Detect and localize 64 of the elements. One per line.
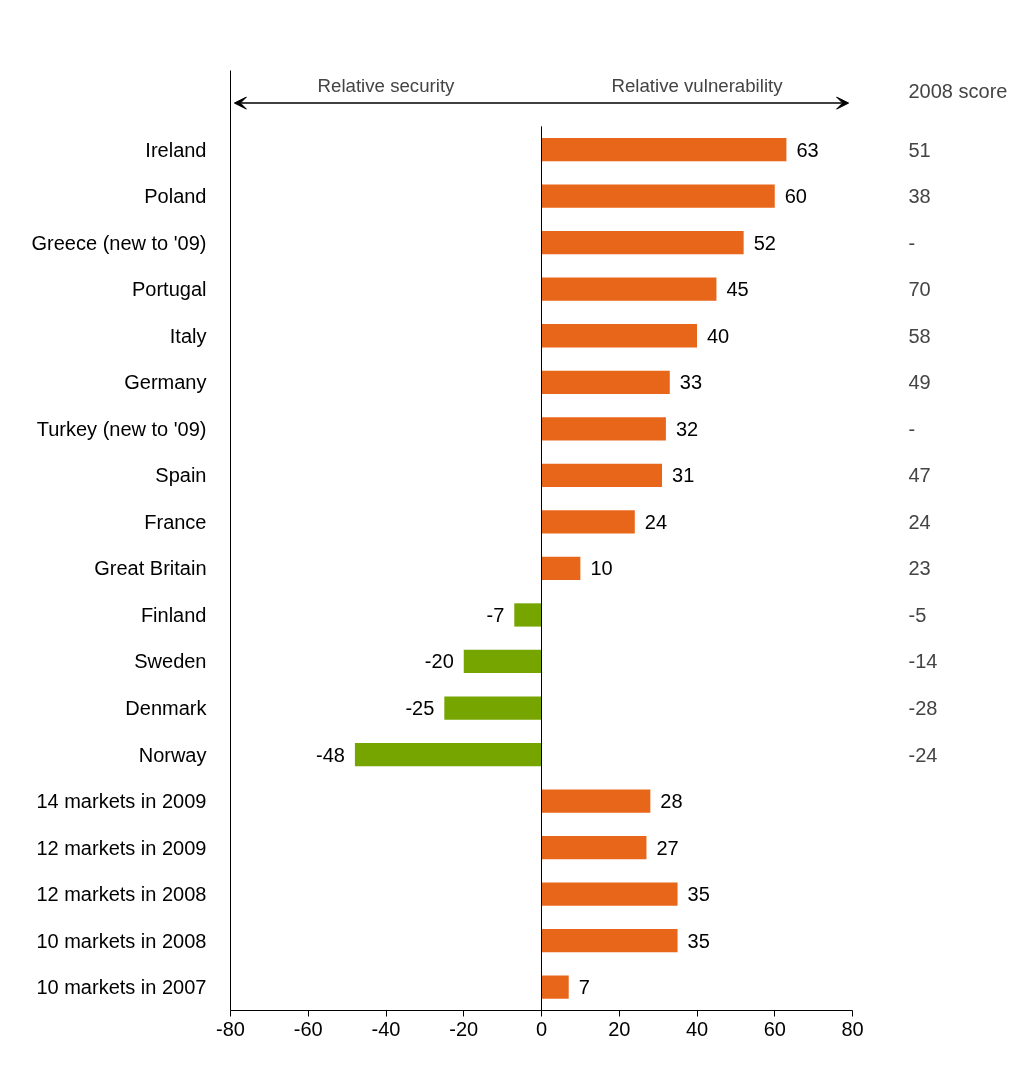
y-tick-label: Ireland	[145, 138, 207, 161]
y-tick-label: Turkey (new to '09)	[36, 417, 207, 440]
text: -28	[908, 697, 938, 720]
data-label: -20	[424, 650, 454, 673]
y-tick-label: Sweden	[134, 650, 207, 673]
x-tick-label: 40	[685, 1017, 709, 1040]
text: 51	[908, 138, 931, 161]
data-label: 10	[590, 557, 613, 580]
text: 23	[908, 557, 931, 580]
y-tick-label: 12 markets in 2009	[36, 836, 207, 859]
y-tick-label: Norway	[138, 743, 207, 766]
data-label: 7	[578, 976, 590, 999]
x-tick-label: -20	[449, 1017, 479, 1040]
data-label: 45	[726, 278, 749, 301]
data-label: -25	[405, 697, 435, 720]
text: 58	[908, 324, 931, 347]
text: -5	[908, 603, 927, 626]
data-label: 24	[644, 510, 668, 533]
text: 24	[908, 510, 931, 533]
text: -24	[908, 743, 938, 766]
y-tick-label: Finland	[140, 603, 207, 626]
data-label: -7	[486, 603, 505, 626]
data-label: 35	[687, 883, 710, 906]
y-tick-label: Portugal	[132, 278, 207, 301]
text: 47	[908, 464, 931, 487]
text: -14	[908, 650, 938, 673]
y-tick-label: Germany	[124, 371, 207, 394]
data-label: 33	[679, 371, 703, 394]
x-tick-label: 20	[608, 1017, 631, 1040]
data-label: 27	[656, 836, 679, 859]
text: 70	[908, 278, 931, 301]
y-tick-label: Italy	[169, 324, 207, 347]
text: 38	[908, 185, 931, 208]
y-tick-label: Spain	[155, 464, 207, 487]
y-tick-label: 14 markets in 2009	[36, 790, 207, 813]
text: -	[908, 231, 916, 254]
x-tick-label: -80	[216, 1017, 245, 1040]
x-tick-label: 60	[763, 1017, 786, 1040]
y-tick-label: 10 markets in 2008	[36, 929, 207, 952]
y-tick-label: France	[144, 510, 207, 533]
text: 49	[908, 371, 931, 394]
data-label: 52	[753, 231, 776, 254]
x-tick-label: 80	[841, 1017, 864, 1040]
text: 2008 score	[908, 80, 1008, 103]
data-label: -48	[315, 743, 345, 766]
x-tick-label: -40	[371, 1017, 401, 1040]
data-label: 40	[707, 324, 730, 347]
y-tick-label: Great Britain	[94, 557, 207, 580]
text: -	[908, 417, 916, 440]
y-tick-label: Denmark	[125, 697, 208, 720]
text: Relative security	[317, 75, 456, 97]
data-label: 31	[672, 464, 695, 487]
y-tick-label: 10 markets in 2007	[36, 976, 207, 999]
data-label: 32	[675, 417, 699, 440]
text: Relative vulnerability	[611, 75, 784, 97]
x-tick-label: 0	[535, 1017, 548, 1040]
x-tick-label: -60	[293, 1017, 323, 1040]
data-label: 35	[687, 929, 710, 952]
y-tick-label: Greece (new to '09)	[31, 231, 207, 254]
data-label: 60	[784, 185, 807, 208]
data-label: 28	[660, 790, 683, 813]
data-label: 63	[796, 138, 819, 161]
y-tick-label: 12 markets in 2008	[36, 883, 207, 906]
y-tick-label: Poland	[144, 185, 207, 208]
